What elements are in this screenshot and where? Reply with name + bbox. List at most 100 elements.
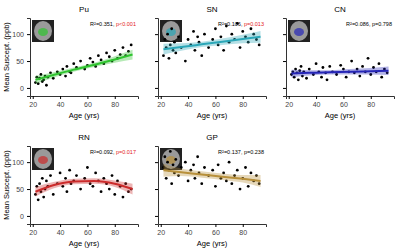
point <box>308 68 311 71</box>
point <box>64 75 67 78</box>
point <box>345 76 348 79</box>
tick <box>155 88 158 89</box>
tick-mark <box>243 224 244 227</box>
tick-mark <box>27 61 30 62</box>
point <box>72 62 75 65</box>
point <box>52 193 55 196</box>
annotation: R²=0.092, p=0.017 <box>90 149 136 155</box>
tick-label: 40 <box>57 229 65 236</box>
x-axis: 20406080 <box>157 224 266 236</box>
axis-line <box>159 225 267 228</box>
x-axis-title: Age (yrs) <box>69 111 100 120</box>
tick: 20 <box>285 96 293 108</box>
y-axis-title: Mean Suscept. (ppb) <box>2 22 11 92</box>
axis-line <box>31 225 139 228</box>
point <box>165 177 168 180</box>
point <box>41 177 44 180</box>
point <box>380 76 383 79</box>
tick-label: 20 <box>285 101 293 108</box>
point <box>75 174 78 177</box>
tick-mark <box>289 96 290 99</box>
x-axis-title: Age (yrs) <box>197 239 228 248</box>
annotation-part: R²=0.086, <box>346 21 372 27</box>
tick-label: 20 <box>157 101 165 108</box>
fit-line <box>163 170 260 181</box>
point <box>187 180 190 183</box>
point <box>122 196 125 199</box>
x-axis-title: Age (yrs) <box>197 111 228 120</box>
point <box>207 46 210 49</box>
point <box>378 62 381 65</box>
x-axis-title: Age (yrs) <box>69 239 100 248</box>
tick-label: 80 <box>239 101 247 108</box>
panel-title: GP <box>206 133 218 142</box>
point <box>122 46 125 49</box>
inset-region <box>166 28 176 36</box>
axis-line <box>27 19 31 97</box>
tick: 100 <box>12 159 30 166</box>
point <box>170 182 173 185</box>
tick-mark <box>155 162 158 163</box>
tick-mark <box>155 61 158 62</box>
point <box>241 30 244 33</box>
panel: 20406080SNAge (yrs)R²=0.106, p=0.013 <box>155 5 267 120</box>
tick-mark <box>87 96 88 99</box>
tick-mark <box>27 34 30 35</box>
tick: 80 <box>111 96 119 108</box>
tick-label: 60 <box>340 101 348 108</box>
tick: 40 <box>57 224 65 236</box>
point <box>66 65 69 68</box>
tick-mark <box>188 224 189 227</box>
tick <box>155 216 158 217</box>
point <box>91 185 94 188</box>
plot-area <box>288 20 389 81</box>
point <box>305 77 308 80</box>
point <box>219 35 222 38</box>
tick-mark <box>33 224 34 227</box>
tick-mark <box>215 224 216 227</box>
tick: 60 <box>84 224 92 236</box>
tick: 60 <box>212 224 220 236</box>
panel: 20406080CNAge (yrs)R²=0.086, p=0.798 <box>283 5 395 120</box>
inset-bg <box>32 20 54 42</box>
point <box>339 64 342 67</box>
tick-label: 50 <box>16 58 24 65</box>
tick-label: 100 <box>12 159 24 166</box>
point <box>108 188 111 191</box>
inset-region <box>294 28 304 36</box>
tick-mark <box>155 88 158 89</box>
panel: 20406080GPAge (yrs)R²=0.137, p=0.238 <box>155 133 267 248</box>
point <box>322 66 325 69</box>
tick <box>155 189 158 190</box>
tick-label: 0 <box>20 213 24 220</box>
point <box>196 35 199 38</box>
tick-label: 50 <box>16 186 24 193</box>
point <box>45 180 48 183</box>
point <box>328 65 331 68</box>
tick-label: 20 <box>29 229 37 236</box>
point <box>187 38 190 41</box>
point <box>166 33 169 36</box>
x-axis: 20406080 <box>29 96 138 108</box>
tick-mark <box>27 216 30 217</box>
tick: 40 <box>313 96 321 108</box>
point <box>358 75 361 78</box>
confidence-band <box>163 164 260 187</box>
annotation-part: R²=0.106, <box>218 21 244 27</box>
annotation-part: p=0.017 <box>116 149 136 155</box>
point <box>211 169 214 172</box>
point <box>184 161 187 164</box>
y-axis <box>283 19 287 97</box>
tick-label: 80 <box>367 101 375 108</box>
axis-line <box>31 97 139 100</box>
panel: 20406080050100PuAge (yrs)Mean Suscept. (… <box>2 5 139 120</box>
tick-label: 60 <box>212 101 220 108</box>
point <box>320 76 323 79</box>
point <box>162 54 165 57</box>
tick-mark <box>215 96 216 99</box>
point <box>79 60 82 63</box>
annotation: R²=0.086, p=0.798 <box>346 21 392 27</box>
inset-brain <box>34 149 52 169</box>
tick: 40 <box>185 96 193 108</box>
fit-line <box>35 55 132 80</box>
